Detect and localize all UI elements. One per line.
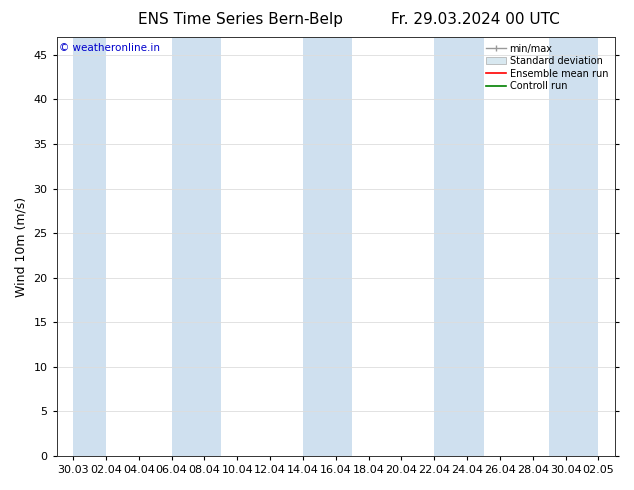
Text: © weatheronline.in: © weatheronline.in xyxy=(60,43,160,53)
Bar xyxy=(73,37,106,456)
Bar xyxy=(303,37,352,456)
Bar xyxy=(549,37,598,456)
Y-axis label: Wind 10m (m/s): Wind 10m (m/s) xyxy=(15,196,28,296)
Text: Fr. 29.03.2024 00 UTC: Fr. 29.03.2024 00 UTC xyxy=(391,12,560,27)
Bar xyxy=(434,37,484,456)
Legend: min/max, Standard deviation, Ensemble mean run, Controll run: min/max, Standard deviation, Ensemble me… xyxy=(482,40,612,95)
Text: ENS Time Series Bern-Belp: ENS Time Series Bern-Belp xyxy=(138,12,344,27)
Bar xyxy=(172,37,221,456)
